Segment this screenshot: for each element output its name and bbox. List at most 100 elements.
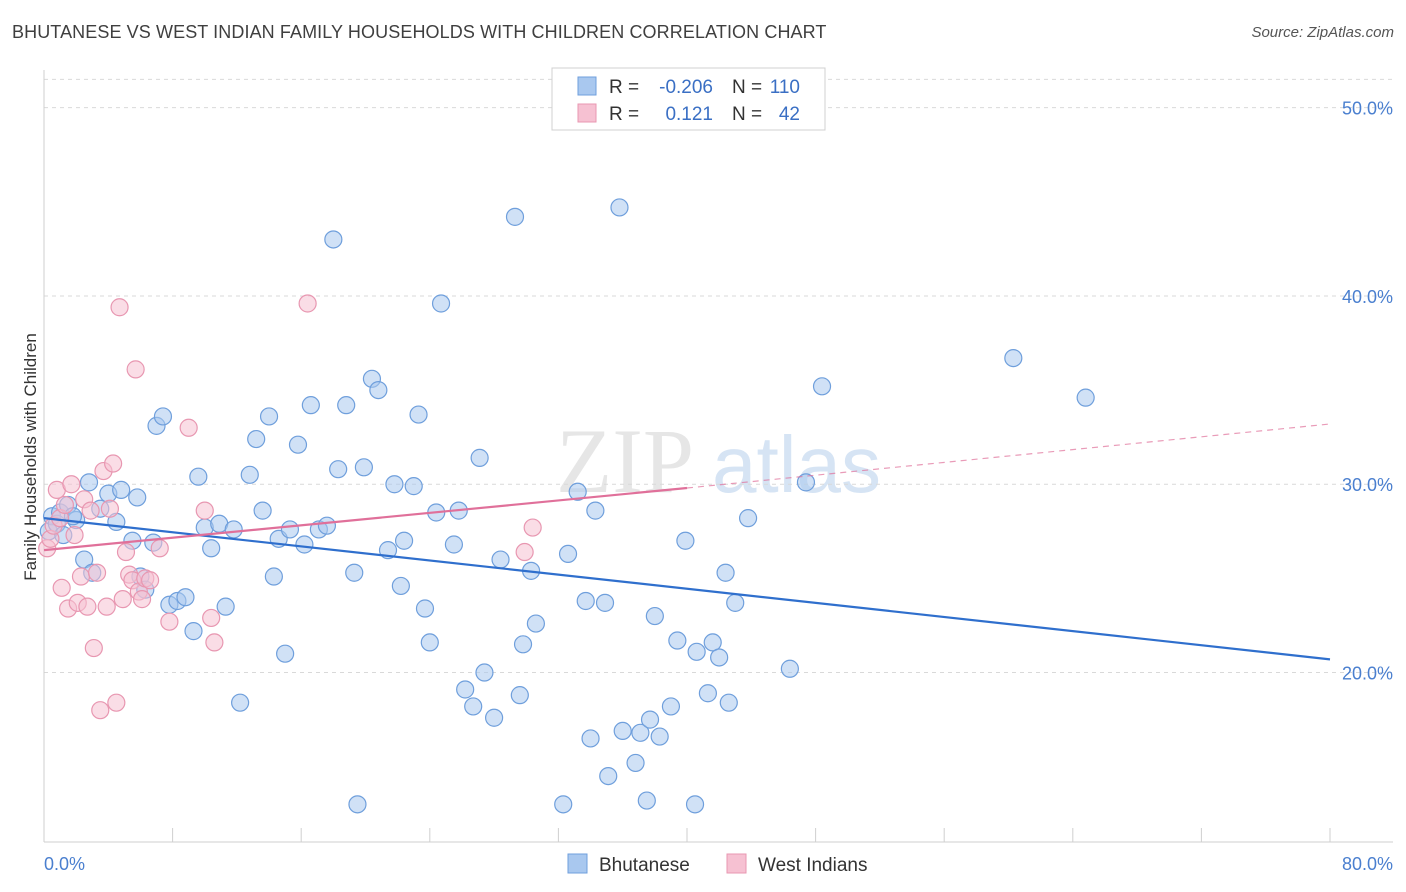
- point-bhutanese-19: [153, 407, 173, 426]
- legend-n-value-2: 42: [779, 104, 800, 125]
- bottom-legend-label-bhutanese: Bhutanese: [599, 855, 690, 876]
- point-bhutanese-104: [796, 473, 816, 492]
- point-bhutanese-79: [581, 729, 600, 748]
- point-bhutanese-93: [687, 642, 706, 661]
- point-bhutanese-54: [391, 576, 410, 596]
- point-bhutanese-102: [738, 509, 758, 528]
- point-west-indians-23: [110, 298, 129, 317]
- point-bhutanese-30: [231, 693, 250, 712]
- point-west-indians-38: [205, 633, 224, 652]
- point-bhutanese-24: [189, 467, 208, 486]
- point-west-indians-16: [87, 563, 107, 582]
- point-bhutanese-99: [726, 593, 745, 612]
- point-west-indians-14: [81, 501, 100, 520]
- watermark-atlas: atlas: [712, 420, 881, 509]
- point-bhutanese-77: [568, 482, 587, 501]
- point-west-indians-39: [298, 294, 317, 313]
- point-bhutanese-83: [610, 198, 629, 217]
- point-west-indians-21: [104, 454, 123, 473]
- point-west-indians-22: [107, 693, 126, 712]
- point-west-indians-24: [113, 590, 132, 609]
- point-bhutanese-67: [475, 663, 494, 682]
- point-bhutanese-97: [716, 563, 735, 582]
- point-bhutanese-33: [253, 501, 272, 520]
- point-bhutanese-28: [216, 597, 235, 616]
- point-west-indians-6: [55, 495, 74, 515]
- point-bhutanese-69: [491, 550, 510, 569]
- point-west-indians-9: [65, 525, 84, 545]
- point-bhutanese-66: [470, 448, 489, 467]
- point-west-indians-33: [150, 539, 169, 558]
- point-bhutanese-26: [202, 539, 221, 558]
- point-bhutanese-43: [317, 516, 337, 535]
- point-bhutanese-47: [345, 563, 364, 582]
- legend-r-label-1: R =: [609, 77, 639, 98]
- point-west-indians-11: [71, 567, 91, 586]
- point-west-indians-34: [160, 612, 179, 631]
- point-bhutanese-106: [1004, 348, 1023, 368]
- point-bhutanese-49: [354, 458, 373, 477]
- bottom-legend-swatch-west-indians: [726, 853, 747, 874]
- point-bhutanese-45: [329, 460, 348, 479]
- point-bhutanese-75: [554, 795, 573, 814]
- point-west-indians-41: [515, 542, 534, 562]
- point-bhutanese-92: [676, 531, 695, 550]
- point-west-indians-13: [78, 597, 97, 616]
- point-bhutanese-81: [595, 593, 615, 612]
- trend-lines: [43, 423, 1331, 661]
- point-bhutanese-53: [385, 475, 404, 494]
- point-bhutanese-56: [404, 477, 423, 496]
- point-bhutanese-87: [640, 710, 660, 729]
- point-bhutanese-98: [719, 693, 738, 712]
- point-west-indians-40: [523, 518, 542, 537]
- point-bhutanese-107: [1076, 388, 1095, 407]
- point-bhutanese-55: [394, 531, 414, 550]
- point-bhutanese-101: [685, 795, 705, 814]
- point-bhutanese-84: [613, 721, 632, 741]
- trend-line-west-indians: [43, 486, 688, 552]
- point-bhutanese-29: [224, 520, 243, 539]
- point-bhutanese-58: [415, 599, 435, 618]
- point-west-indians-37: [202, 608, 221, 628]
- point-west-indians-35: [179, 418, 198, 437]
- point-bhutanese-88: [645, 606, 664, 626]
- point-bhutanese-62: [444, 535, 464, 554]
- bottom-legend-label-west-indians: West Indians: [758, 855, 867, 876]
- legend-n-value-1: 110: [770, 77, 800, 98]
- point-bhutanese-90: [661, 697, 681, 716]
- point-bhutanese-39: [288, 435, 308, 454]
- point-bhutanese-72: [513, 635, 533, 654]
- point-bhutanese-70: [505, 207, 525, 226]
- trend-line-bhutanese: [43, 517, 1331, 661]
- point-bhutanese-23: [184, 622, 203, 641]
- gridlines: [44, 78, 1393, 674]
- point-bhutanese-85: [626, 753, 645, 773]
- point-bhutanese-35: [264, 567, 283, 586]
- point-bhutanese-64: [456, 680, 475, 699]
- point-bhutanese-13: [112, 480, 131, 499]
- point-bhutanese-74: [526, 614, 545, 633]
- legend-n-label-1: N =: [732, 77, 762, 98]
- point-bhutanese-34: [259, 407, 279, 426]
- point-bhutanese-80: [586, 501, 605, 520]
- axes: [43, 70, 1393, 843]
- point-west-indians-30: [132, 590, 152, 609]
- point-west-indians-32: [140, 571, 160, 590]
- point-bhutanese-96: [710, 648, 729, 667]
- point-bhutanese-38: [280, 520, 300, 539]
- point-west-indians-25: [116, 542, 136, 562]
- point-west-indians-5: [52, 578, 71, 597]
- point-bhutanese-100: [637, 791, 656, 810]
- point-bhutanese-78: [576, 591, 595, 611]
- point-bhutanese-40: [295, 535, 314, 554]
- point-bhutanese-105: [812, 377, 832, 396]
- point-bhutanese-103: [780, 659, 799, 678]
- point-bhutanese-89: [650, 727, 669, 746]
- legend-r-value-2: 0.121: [665, 104, 713, 125]
- series-legend: Bhutanese West Indians: [567, 853, 867, 876]
- point-bhutanese-76: [558, 544, 578, 564]
- y-tick-labels: 20.0% 30.0% 40.0% 50.0%: [1342, 99, 1393, 684]
- point-west-indians-8: [62, 475, 81, 494]
- point-bhutanese-37: [276, 644, 295, 663]
- point-west-indians-15: [84, 638, 103, 658]
